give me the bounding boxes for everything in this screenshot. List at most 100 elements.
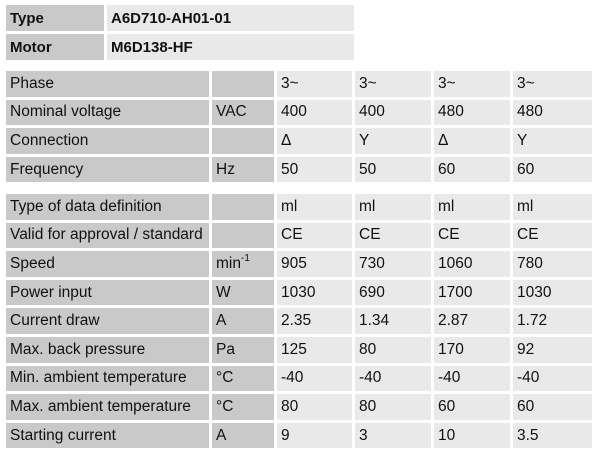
row-label: Current draw: [6, 308, 209, 334]
value-cell: 80: [277, 394, 352, 420]
row-label: Nominal voltage: [6, 99, 209, 126]
unit-cell: [212, 194, 274, 220]
value-cell: 50: [355, 156, 431, 183]
unit: min: [216, 254, 241, 272]
value-cell: 400: [355, 99, 431, 126]
value-cell: 3~: [277, 71, 352, 97]
value-cell: 60: [434, 394, 510, 420]
value-cell: ml: [513, 194, 592, 220]
value-cell: -40: [434, 365, 510, 392]
value-cell: CE: [355, 222, 431, 249]
table-row: Valid for approval / standard CE CE CE CE: [6, 222, 592, 249]
value-cell: 1030: [513, 279, 592, 306]
row-label: Motor: [6, 34, 104, 60]
value-cell: 480: [434, 99, 510, 126]
value-cell: ml: [434, 194, 510, 220]
unit-cell: W: [212, 279, 274, 306]
value-cell: Δ: [434, 128, 510, 154]
table-row: Max. back pressure Pa 125 80 170 92: [6, 336, 592, 363]
unit: A: [216, 426, 227, 444]
value-cell: 1.34: [355, 308, 431, 334]
row-label: Max. back pressure: [6, 336, 209, 363]
value-cell: 3~: [513, 71, 592, 97]
unit: °C: [216, 397, 234, 415]
row-label: Max. ambient temperature: [6, 394, 209, 420]
table-row: Connection Δ Y Δ Y: [6, 128, 592, 154]
value-cell: 2.87: [434, 308, 510, 334]
value-cell: -40: [355, 365, 431, 392]
unit: Hz: [216, 160, 235, 178]
value-cell: -40: [513, 365, 592, 392]
value-cell: 1.72: [513, 308, 592, 334]
value-cell: ml: [277, 194, 352, 220]
value-cell: CE: [434, 222, 510, 249]
unit: Pa: [216, 340, 235, 358]
value-cell: 905: [277, 251, 352, 277]
row-label: Type: [6, 5, 104, 31]
row-label: Frequency: [6, 156, 209, 183]
unit: °C: [216, 369, 234, 387]
value-cell: 60: [513, 394, 592, 420]
row-label: Type of data definition: [6, 194, 209, 220]
value-cell: CE: [513, 222, 592, 249]
row-value: M6D138-HF: [107, 34, 354, 60]
value-cell: 80: [355, 336, 431, 363]
unit: W: [216, 283, 231, 301]
row-label: Connection: [6, 128, 209, 154]
value-cell: 780: [513, 251, 592, 277]
value-cell: 690: [355, 279, 431, 306]
unit-cell: [212, 71, 274, 97]
row-label: Speed: [6, 251, 209, 277]
value-cell: 3~: [434, 71, 510, 97]
value-cell: 125: [277, 336, 352, 363]
table-row: Max. ambient temperature °C 80 80 60 60: [6, 394, 592, 420]
value-cell: 480: [513, 99, 592, 126]
table-row: Frequency Hz 50 50 60 60: [6, 156, 592, 183]
unit-superscript: -1: [240, 252, 250, 264]
table-row: Starting current A 9 3 10 3.5: [6, 422, 592, 449]
value-cell: 170: [434, 336, 510, 363]
value-cell: 60: [434, 156, 510, 183]
value-cell: -40: [277, 365, 352, 392]
unit-cell: [212, 128, 274, 154]
value-cell: 9: [277, 422, 352, 449]
value-cell: ml: [355, 194, 431, 220]
value-cell: 1030: [277, 279, 352, 306]
performance-table: Type of data definition ml ml ml ml Valid for…: [3, 191, 595, 451]
table-row: Min. ambient temperature °C -40 -40 -40 -40: [6, 365, 592, 392]
table-row: Power input W 1030 690 1700 1030: [6, 279, 592, 306]
value-cell: Y: [513, 128, 592, 154]
value-cell: 3~: [355, 71, 431, 97]
row-value: A6D710-AH01-01: [107, 5, 354, 31]
row-label: Min. ambient temperature: [6, 365, 209, 392]
unit-cell: A: [212, 422, 274, 449]
row-label: Starting current: [6, 422, 209, 449]
header-row: Type A6D710-AH01-01: [6, 5, 354, 31]
value-cell: 1700: [434, 279, 510, 306]
value-cell: 3.5: [513, 422, 592, 449]
unit-cell: °C: [212, 394, 274, 420]
row-label: Valid for approval / standard: [6, 222, 209, 249]
table-row: Type of data definition ml ml ml ml: [6, 194, 592, 220]
table-row: Phase 3~ 3~ 3~ 3~: [6, 71, 592, 97]
row-label: Phase: [6, 71, 209, 97]
value-cell: 730: [355, 251, 431, 277]
value-cell: 3: [355, 422, 431, 449]
value-cell: 1060: [434, 251, 510, 277]
row-label: Power input: [6, 279, 209, 306]
header-table: Type A6D710-AH01-01 Motor M6D138-HF: [3, 2, 357, 63]
table-row: Speed min-1 905 730 1060 780: [6, 251, 592, 277]
table-row: Current draw A 2.35 1.34 2.87 1.72: [6, 308, 592, 334]
header-row: Motor M6D138-HF: [6, 34, 354, 60]
unit-cell: [212, 222, 274, 249]
electrical-table: Phase 3~ 3~ 3~ 3~ Nominal voltage VAC 400 400 480…: [3, 68, 595, 185]
unit-cell: A: [212, 308, 274, 334]
value-cell: 10: [434, 422, 510, 449]
value-cell: 2.35: [277, 308, 352, 334]
value-cell: 60: [513, 156, 592, 183]
unit-cell: Hz: [212, 156, 274, 183]
value-cell: 50: [277, 156, 352, 183]
value-cell: Y: [355, 128, 431, 154]
value-cell: Δ: [277, 128, 352, 154]
unit-cell: °C: [212, 365, 274, 392]
